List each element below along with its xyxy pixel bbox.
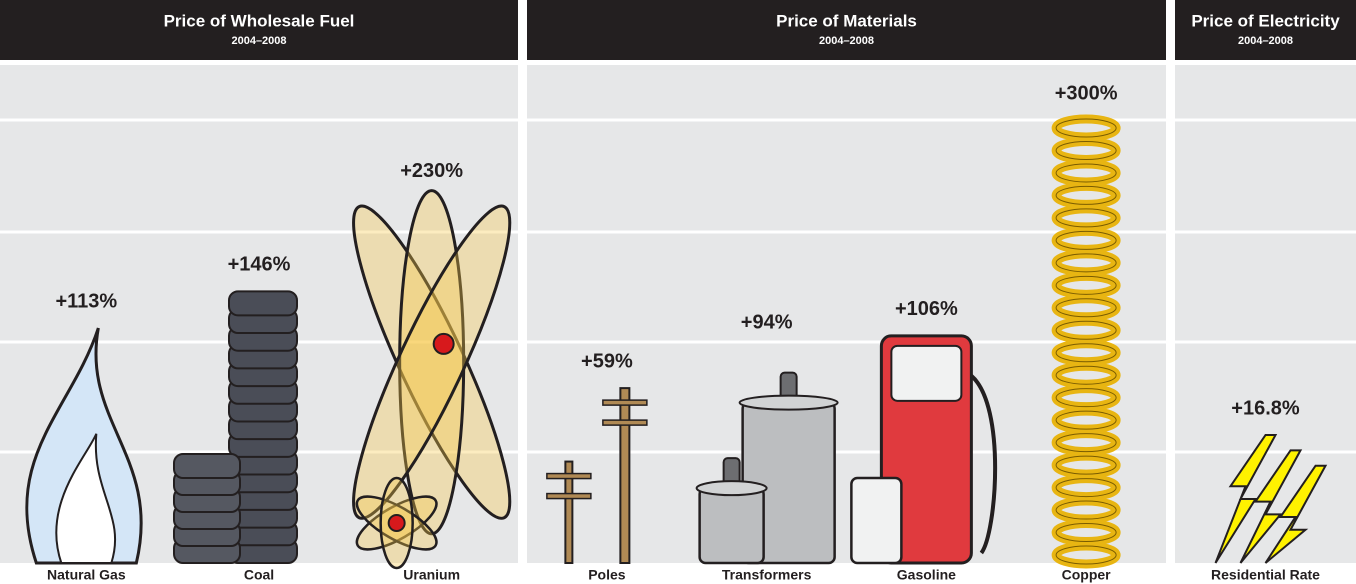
category-label: Residential Rate: [1211, 567, 1320, 583]
pictograph: [546, 387, 648, 564]
coil-edge: [1055, 478, 1117, 498]
panel-subtitle: 2004–2008: [231, 35, 286, 47]
coil-edge: [1055, 365, 1117, 385]
crossbar: [546, 472, 592, 480]
value-label: +16.8%: [1231, 397, 1300, 419]
bolt: [1239, 449, 1303, 564]
category-label: Natural Gas: [47, 567, 126, 583]
crossbar: [602, 419, 648, 426]
pump-small: [850, 476, 903, 565]
value-label: +113%: [55, 290, 117, 312]
pictograph: [1051, 114, 1121, 569]
panel-title: Price of Electricity: [1191, 11, 1340, 30]
coil-edge: [1055, 343, 1117, 363]
value-label: +94%: [741, 311, 793, 333]
panel-subtitle: 2004–2008: [819, 35, 874, 47]
panel-header: [0, 0, 518, 60]
flame: [25, 327, 143, 565]
panel-title: Price of Wholesale Fuel: [164, 11, 355, 30]
pump-face: [890, 344, 963, 402]
coil-edge: [1055, 275, 1117, 295]
plot-background: [1175, 65, 1356, 563]
coil-edge: [1055, 163, 1117, 183]
category-label: Poles: [588, 567, 626, 583]
coil-edge: [1055, 208, 1117, 228]
category-label: Coal: [244, 567, 274, 583]
orbit: [398, 189, 466, 536]
coil-edge: [1055, 545, 1117, 565]
value-label: +146%: [228, 254, 291, 276]
tank: [698, 486, 765, 565]
pictograph: [850, 334, 998, 565]
panel-header: [527, 0, 1166, 60]
coil-edge: [1055, 500, 1117, 520]
panel-title: Price of Materials: [776, 11, 917, 30]
coil-edge: [1055, 185, 1117, 205]
coal-lump: [228, 290, 298, 317]
coil-edge: [1055, 253, 1117, 273]
category-label: Uranium: [403, 567, 460, 583]
pictograph: [1214, 434, 1328, 564]
coil-edge: [1055, 410, 1117, 430]
hose: [969, 374, 998, 555]
orbit: [352, 204, 512, 520]
category-label: Transformers: [722, 567, 812, 583]
category-label: Gasoline: [897, 567, 956, 583]
bolt: [1264, 464, 1328, 564]
nucleus: [387, 514, 406, 532]
pictograph: [695, 371, 839, 565]
orbit: [352, 204, 512, 520]
value-label: +106%: [895, 298, 958, 320]
panel-subtitle: 2004–2008: [1238, 35, 1293, 47]
pictograph: [25, 327, 143, 565]
category-label: Copper: [1062, 567, 1112, 583]
pole: [619, 387, 631, 564]
pictograph: [173, 290, 298, 564]
coil-edge: [1055, 523, 1117, 543]
value-label: +230%: [400, 160, 463, 182]
coil-edge: [1055, 140, 1117, 160]
bolt: [1214, 434, 1278, 564]
value-label: +300%: [1055, 82, 1118, 104]
flame-inner: [55, 433, 117, 564]
tank-lid: [738, 394, 839, 411]
coil-edge: [1055, 230, 1117, 250]
pictograph: [352, 189, 512, 570]
coal-lump: [173, 453, 241, 479]
tank-lid: [695, 480, 768, 497]
coil-edge: [1055, 455, 1117, 475]
crossbar: [546, 492, 592, 500]
coil-edge: [1055, 433, 1117, 453]
panel-header: [1175, 0, 1356, 60]
coil-edge: [1055, 320, 1117, 340]
value-label: +59%: [581, 350, 633, 372]
coil-edge: [1055, 298, 1117, 318]
nucleus: [432, 332, 455, 355]
crossbar: [602, 399, 648, 406]
pole: [564, 460, 574, 564]
coil-edge: [1055, 388, 1117, 408]
coil-edge: [1055, 118, 1117, 138]
